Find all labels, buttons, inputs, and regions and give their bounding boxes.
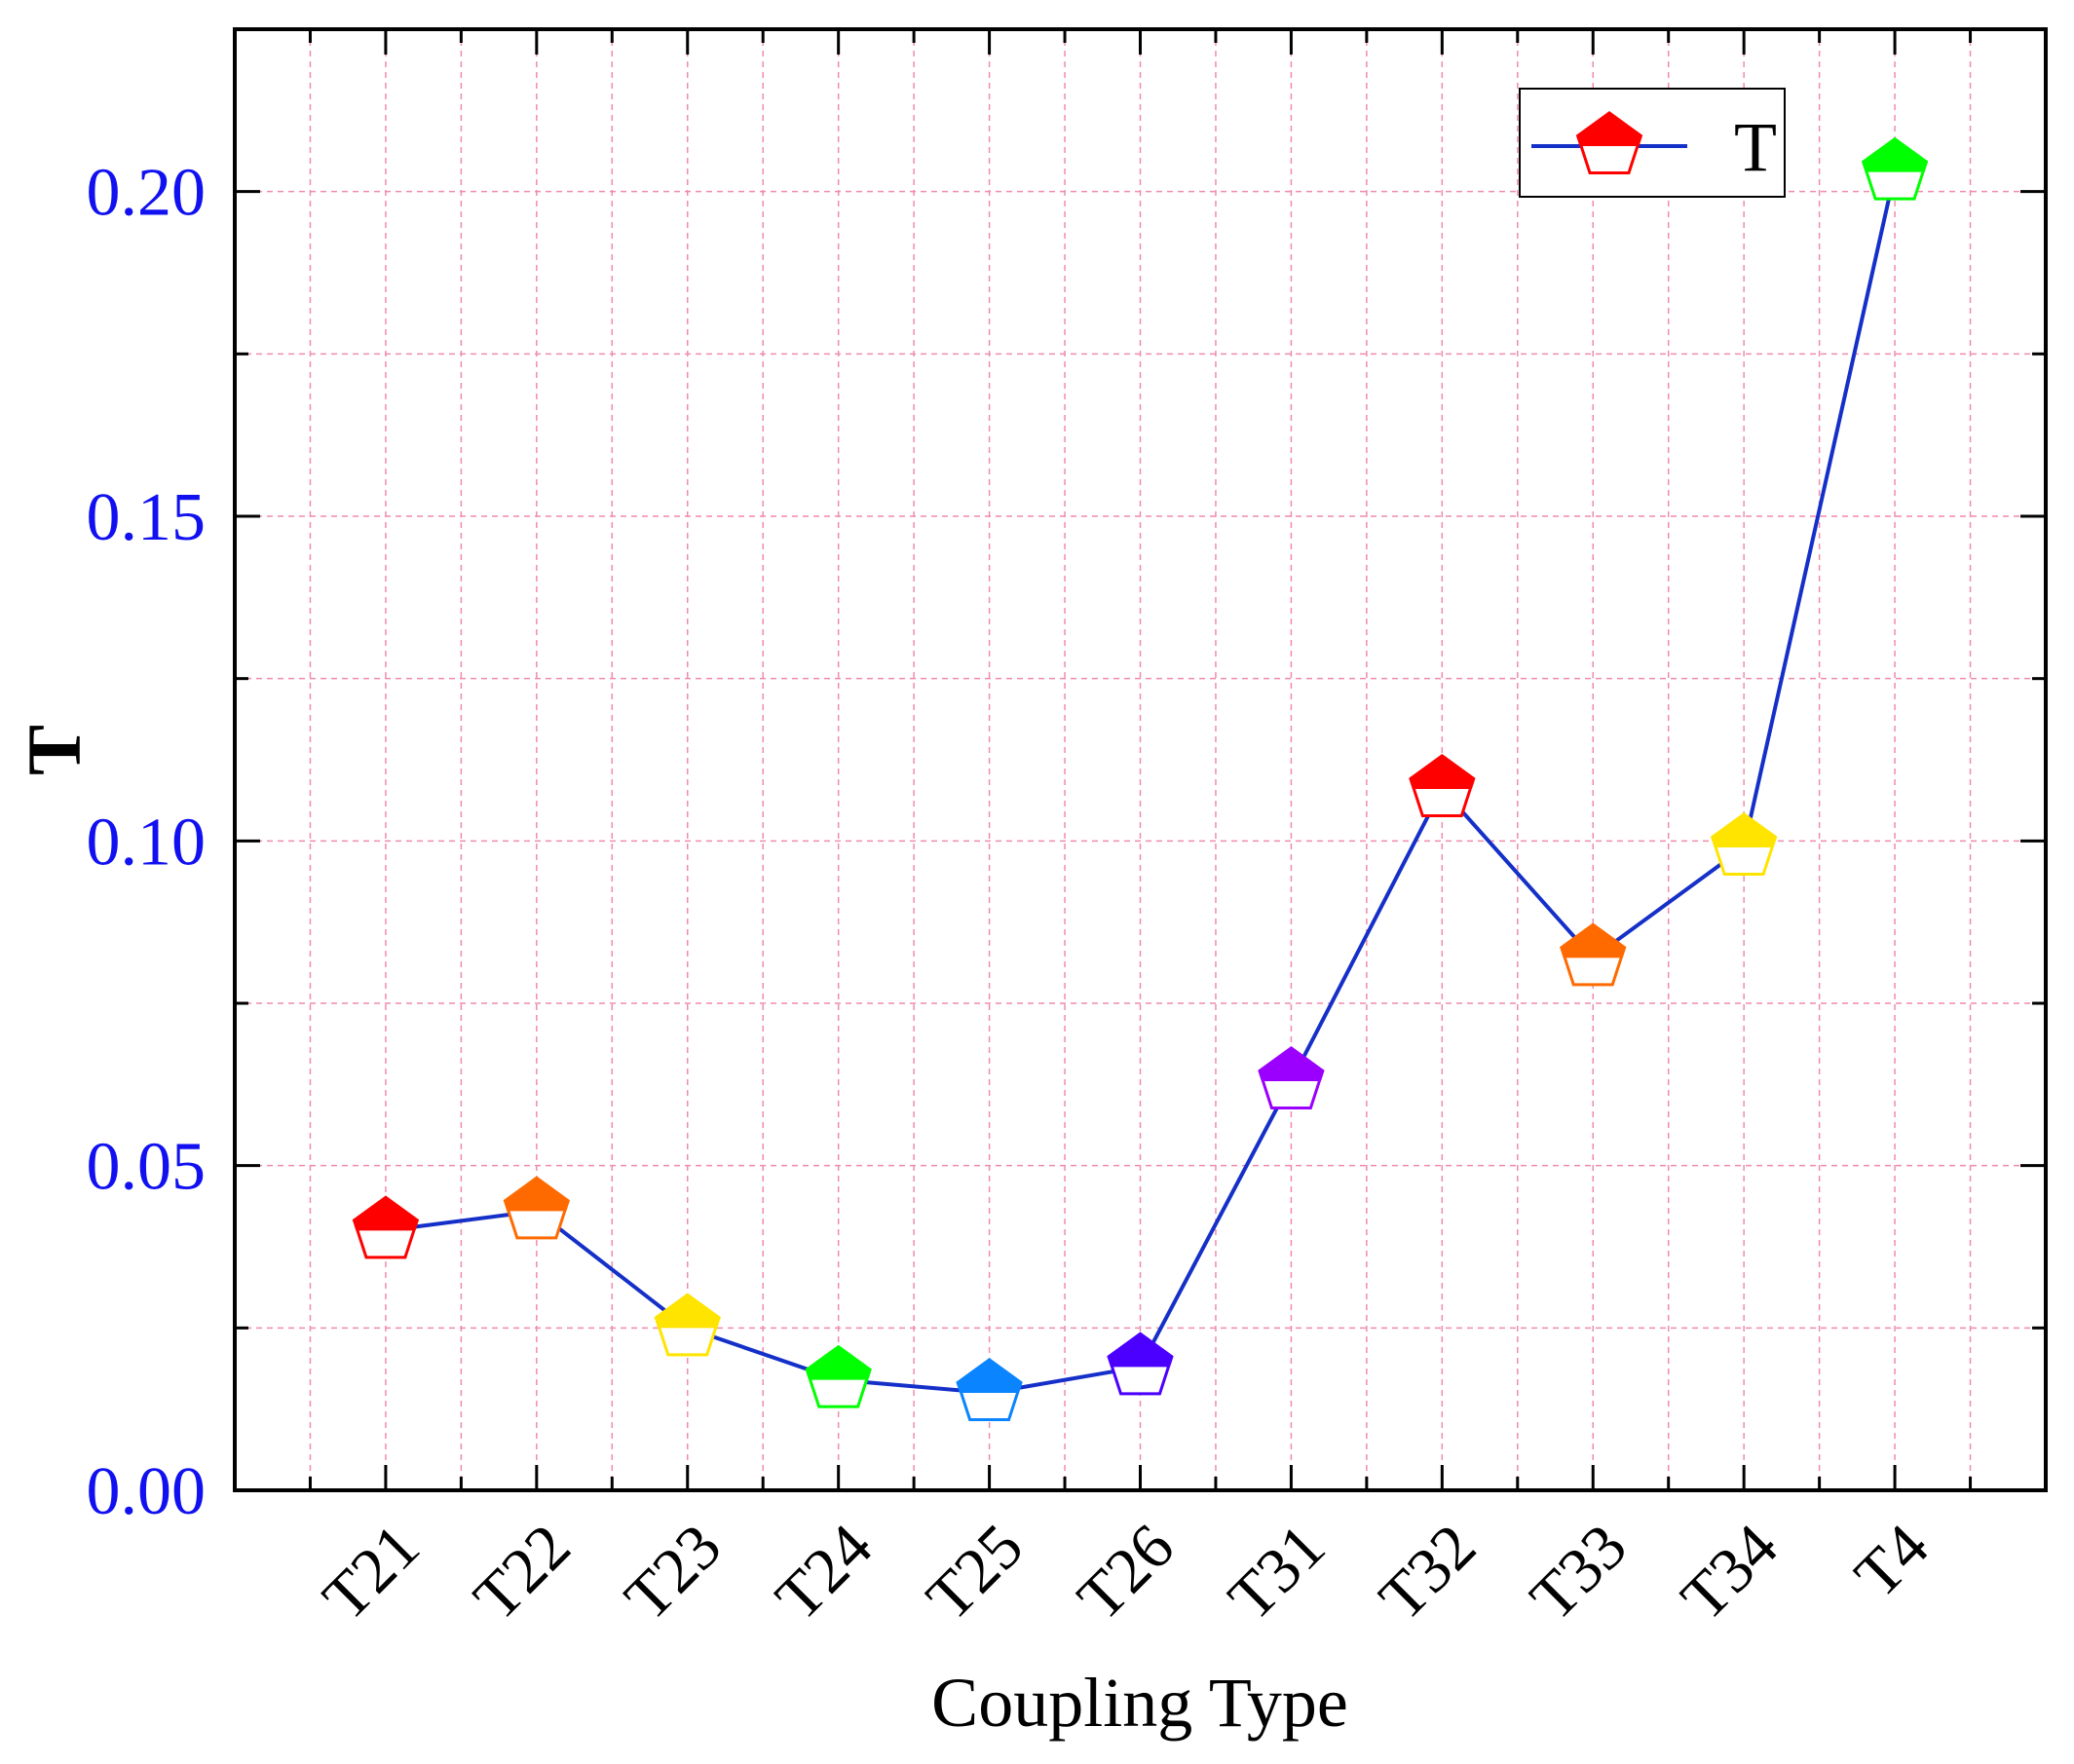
data-point-T26 (1107, 1332, 1174, 1396)
y-tick-labels: 0.00 0.05 0.10 0.15 0.20 (87, 156, 207, 1529)
data-point-T25 (956, 1358, 1023, 1422)
axis-ticks (235, 29, 2046, 1490)
y-tick-label: 0.00 (87, 1454, 207, 1529)
y-axis-title: T (12, 725, 96, 775)
data-point-T21 (352, 1195, 420, 1259)
series-layer (352, 136, 1929, 1422)
data-point-T24 (805, 1344, 872, 1408)
legend: T (1519, 88, 1786, 198)
y-tick-label: 0.05 (87, 1130, 207, 1205)
y-tick-label: 0.20 (87, 156, 207, 231)
plot-frame (233, 27, 2048, 1492)
grid (235, 29, 2046, 1490)
data-point-T4 (1861, 136, 1929, 201)
legend-marker-pentagon (1575, 111, 1643, 175)
y-tick-label: 0.15 (87, 480, 207, 555)
y-tick-label: 0.10 (87, 805, 207, 880)
data-point-T32 (1409, 754, 1476, 818)
legend-box (1519, 88, 1786, 198)
data-point-T33 (1560, 922, 1627, 987)
x-axis-title: Coupling Type (931, 1664, 1348, 1742)
data-point-T34 (1711, 812, 1778, 877)
data-point-T23 (654, 1293, 721, 1357)
legend-label: T (1734, 108, 1777, 186)
data-point-T22 (503, 1176, 570, 1240)
legend-pentagon-icon (1575, 111, 1643, 175)
data-point-T31 (1258, 1046, 1325, 1110)
